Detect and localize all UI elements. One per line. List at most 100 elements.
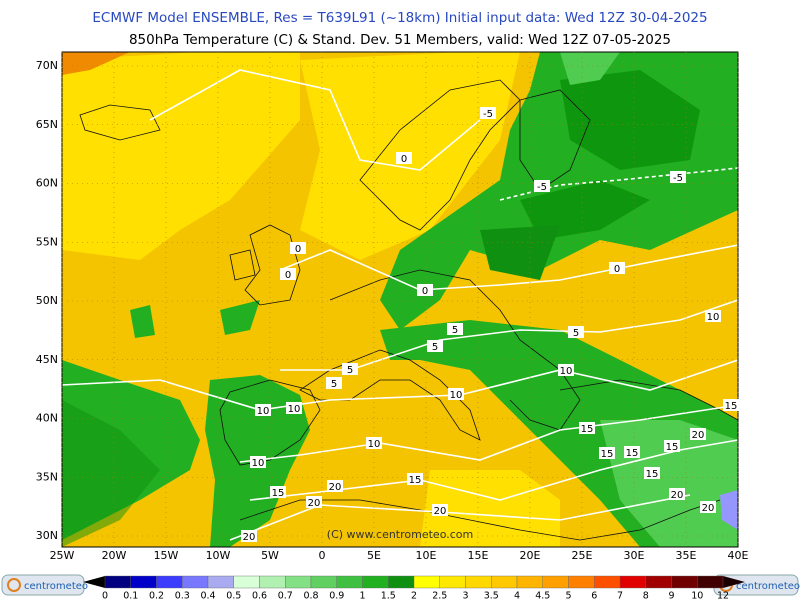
contour-label: 15 xyxy=(626,448,639,459)
map-field xyxy=(62,52,738,547)
contour-label: 20 xyxy=(308,498,321,509)
coastline xyxy=(299,349,481,441)
colorbar-label: 0.1 xyxy=(123,591,138,600)
isotherm xyxy=(62,359,738,411)
lon-label: 35E xyxy=(676,549,697,562)
contour-label: 15 xyxy=(725,401,738,412)
lon-label: 25E xyxy=(572,549,593,562)
contour-label-bg xyxy=(270,486,286,498)
colorbar-label: 0.2 xyxy=(149,591,164,600)
contour-label: 15 xyxy=(272,488,285,499)
coastlines xyxy=(79,79,738,541)
contour-label-bg xyxy=(366,437,382,449)
lon-label: 20W xyxy=(102,549,127,562)
contour-label: 0 xyxy=(614,264,620,275)
contour-label-bg xyxy=(669,488,685,500)
contour-label-bg xyxy=(568,326,584,338)
coastline xyxy=(79,104,161,141)
colorbar-label: 8 xyxy=(643,591,649,600)
contour-label-bg xyxy=(644,467,660,479)
contour-label-bg xyxy=(480,107,496,119)
colorbar-label: 5 xyxy=(565,591,571,600)
field-patch xyxy=(720,490,738,530)
lon-label: 15W xyxy=(154,549,179,562)
contour-label: 15 xyxy=(666,442,679,453)
logo-icon xyxy=(7,578,21,592)
colorbar-swatch xyxy=(362,575,389,589)
contour-label-bg xyxy=(534,180,550,192)
lon-label: 20E xyxy=(520,549,541,562)
lat-label: 60N xyxy=(36,177,58,190)
logo-badge xyxy=(1,574,85,596)
contour-label-bg xyxy=(427,340,443,352)
contour-label: 10 xyxy=(252,458,265,469)
lat-label: 30N xyxy=(36,529,58,542)
contour-label: 0 xyxy=(422,286,428,297)
contour-label-bg xyxy=(700,501,716,513)
field-patch xyxy=(220,300,260,335)
colorbar-label: 2.5 xyxy=(432,591,447,600)
logo-left: centrometeo xyxy=(1,574,88,596)
contour-label-bg xyxy=(447,323,463,335)
contour-label: 15 xyxy=(601,449,614,460)
contour-label: 5 xyxy=(432,342,438,353)
copyright: (C) www.centrometeo.com xyxy=(327,528,473,541)
colorbar-label: 6 xyxy=(591,591,597,600)
contour-label-bg xyxy=(664,440,680,452)
field-patch xyxy=(520,180,650,240)
contour-label: 5 xyxy=(573,328,579,339)
contour-label: 5 xyxy=(331,379,337,390)
colorbar-label: 0.3 xyxy=(175,591,190,600)
contour-label-bg xyxy=(327,480,343,492)
colorbar-label: 2 xyxy=(411,591,417,600)
lon-label: 30E xyxy=(624,549,645,562)
contour-label-bg xyxy=(306,496,322,508)
coastline xyxy=(229,249,256,281)
contour-label-bg xyxy=(407,473,423,485)
logo-text: centrometeo xyxy=(24,581,88,592)
colorbar-swatch xyxy=(310,575,337,589)
field-patch xyxy=(480,225,560,280)
colorbar-swatch xyxy=(645,575,672,589)
contour-label-bg xyxy=(241,530,257,542)
colorbar-swatch xyxy=(259,575,286,589)
coastline xyxy=(359,79,521,231)
contour-label-bg xyxy=(280,268,296,280)
field-patch xyxy=(62,52,130,75)
contour-label: 20 xyxy=(329,482,342,493)
lon-label: 10E xyxy=(416,549,437,562)
colorbar-label: 4 xyxy=(514,591,520,600)
contour-label: -5 xyxy=(483,109,493,120)
colorbar-swatch xyxy=(516,575,543,589)
lon-label: 5W xyxy=(261,549,279,562)
colorbar-label: 0.9 xyxy=(329,591,344,600)
colorbar-swatch xyxy=(465,575,492,589)
contour-label-bg xyxy=(290,242,306,254)
coastline xyxy=(239,499,721,541)
contour-label-bg xyxy=(690,428,706,440)
isotherm xyxy=(239,404,738,463)
contour-label: 10 xyxy=(288,404,301,415)
contour-label: 10 xyxy=(257,406,270,417)
contour-label: 5 xyxy=(347,365,353,376)
colorbar-swatch xyxy=(697,575,724,589)
contour-label-bg xyxy=(624,446,640,458)
contour-label-bg xyxy=(670,171,686,183)
field-patch xyxy=(62,400,160,547)
colorbar-swatch xyxy=(542,575,569,589)
lat-label: 35N xyxy=(36,470,58,483)
colorbar-swatch xyxy=(388,575,415,589)
contour-label-bg xyxy=(705,310,721,322)
colorbar-label: 9 xyxy=(668,591,674,600)
lat-label: 45N xyxy=(36,353,58,366)
lon-label: 0 xyxy=(319,549,326,562)
colorbar-swatch xyxy=(594,575,621,589)
contour-label-bg xyxy=(396,152,412,164)
contour-label: 20 xyxy=(243,532,256,543)
lat-label: 70N xyxy=(36,59,58,72)
colorbar-swatch xyxy=(285,575,312,589)
colorbar-label: 12 xyxy=(717,591,729,600)
colorbar-swatch xyxy=(233,575,260,589)
contour-label: 15 xyxy=(581,424,594,435)
contour-label: 20 xyxy=(434,506,447,517)
